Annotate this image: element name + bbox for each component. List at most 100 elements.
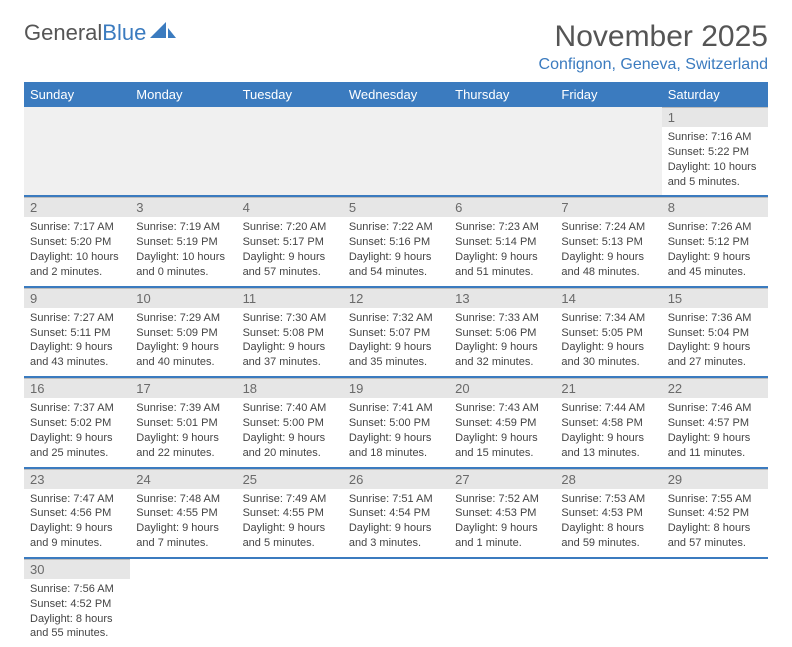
day-content: Sunrise: 7:37 AMSunset: 5:02 PMDaylight:… xyxy=(24,398,130,466)
day-cell: 5Sunrise: 7:22 AMSunset: 5:16 PMDaylight… xyxy=(343,196,449,286)
day-cell: 2Sunrise: 7:17 AMSunset: 5:20 PMDaylight… xyxy=(24,196,130,286)
day-header-wednesday: Wednesday xyxy=(343,82,449,107)
day-cell: 23Sunrise: 7:47 AMSunset: 4:56 PMDayligh… xyxy=(24,468,130,558)
calendar-week: 23Sunrise: 7:47 AMSunset: 4:56 PMDayligh… xyxy=(24,468,768,558)
daylight-text: Daylight: 9 hours and 15 minutes. xyxy=(455,431,549,461)
day-cell: 26Sunrise: 7:51 AMSunset: 4:54 PMDayligh… xyxy=(343,468,449,558)
daylight-text: Daylight: 10 hours and 5 minutes. xyxy=(668,160,762,190)
sunrise-text: Sunrise: 7:39 AM xyxy=(136,401,230,416)
sunset-text: Sunset: 5:06 PM xyxy=(455,326,549,341)
day-cell: 13Sunrise: 7:33 AMSunset: 5:06 PMDayligh… xyxy=(449,287,555,377)
day-cell: 11Sunrise: 7:30 AMSunset: 5:08 PMDayligh… xyxy=(237,287,343,377)
sunrise-text: Sunrise: 7:53 AM xyxy=(561,492,655,507)
day-content: Sunrise: 7:26 AMSunset: 5:12 PMDaylight:… xyxy=(662,217,768,285)
sunset-text: Sunset: 5:04 PM xyxy=(668,326,762,341)
sunset-text: Sunset: 4:58 PM xyxy=(561,416,655,431)
day-content: Sunrise: 7:49 AMSunset: 4:55 PMDaylight:… xyxy=(237,489,343,557)
day-header-friday: Friday xyxy=(555,82,661,107)
empty-cell xyxy=(24,107,130,196)
sunset-text: Sunset: 4:52 PM xyxy=(668,506,762,521)
day-number: 14 xyxy=(555,288,661,308)
daylight-text: Daylight: 9 hours and 13 minutes. xyxy=(561,431,655,461)
sunrise-text: Sunrise: 7:46 AM xyxy=(668,401,762,416)
daylight-text: Daylight: 9 hours and 3 minutes. xyxy=(349,521,443,551)
day-number: 28 xyxy=(555,469,661,489)
month-title: November 2025 xyxy=(539,20,768,54)
sunset-text: Sunset: 5:02 PM xyxy=(30,416,124,431)
day-number: 9 xyxy=(24,288,130,308)
day-content: Sunrise: 7:48 AMSunset: 4:55 PMDaylight:… xyxy=(130,489,236,557)
daylight-text: Daylight: 8 hours and 57 minutes. xyxy=(668,521,762,551)
day-number: 4 xyxy=(237,197,343,217)
sunrise-text: Sunrise: 7:47 AM xyxy=(30,492,124,507)
day-number: 7 xyxy=(555,197,661,217)
day-header-monday: Monday xyxy=(130,82,236,107)
day-number: 3 xyxy=(130,197,236,217)
sunset-text: Sunset: 4:55 PM xyxy=(243,506,337,521)
trailing-empty-cell xyxy=(662,558,768,647)
page-header: GeneralBlue November 2025 Confignon, Gen… xyxy=(24,20,768,74)
day-content: Sunrise: 7:16 AMSunset: 5:22 PMDaylight:… xyxy=(662,127,768,195)
logo: GeneralBlue xyxy=(24,20,176,46)
location-label: Confignon, Geneva, Switzerland xyxy=(539,56,768,74)
day-content: Sunrise: 7:41 AMSunset: 5:00 PMDaylight:… xyxy=(343,398,449,466)
day-cell: 7Sunrise: 7:24 AMSunset: 5:13 PMDaylight… xyxy=(555,196,661,286)
day-content: Sunrise: 7:24 AMSunset: 5:13 PMDaylight:… xyxy=(555,217,661,285)
daylight-text: Daylight: 9 hours and 48 minutes. xyxy=(561,250,655,280)
day-number: 11 xyxy=(237,288,343,308)
sunrise-text: Sunrise: 7:33 AM xyxy=(455,311,549,326)
day-number: 5 xyxy=(343,197,449,217)
daylight-text: Daylight: 9 hours and 7 minutes. xyxy=(136,521,230,551)
day-header-tuesday: Tuesday xyxy=(237,82,343,107)
day-cell: 6Sunrise: 7:23 AMSunset: 5:14 PMDaylight… xyxy=(449,196,555,286)
day-content: Sunrise: 7:44 AMSunset: 4:58 PMDaylight:… xyxy=(555,398,661,466)
daylight-text: Daylight: 9 hours and 25 minutes. xyxy=(30,431,124,461)
logo-text-2: Blue xyxy=(102,20,146,46)
daylight-text: Daylight: 10 hours and 2 minutes. xyxy=(30,250,124,280)
day-content: Sunrise: 7:53 AMSunset: 4:53 PMDaylight:… xyxy=(555,489,661,557)
daylight-text: Daylight: 9 hours and 27 minutes. xyxy=(668,340,762,370)
sunset-text: Sunset: 5:01 PM xyxy=(136,416,230,431)
day-cell: 28Sunrise: 7:53 AMSunset: 4:53 PMDayligh… xyxy=(555,468,661,558)
trailing-empty-cell xyxy=(555,558,661,647)
day-number: 22 xyxy=(662,378,768,398)
day-cell: 8Sunrise: 7:26 AMSunset: 5:12 PMDaylight… xyxy=(662,196,768,286)
daylight-text: Daylight: 9 hours and 20 minutes. xyxy=(243,431,337,461)
day-number: 2 xyxy=(24,197,130,217)
calendar-table: SundayMondayTuesdayWednesdayThursdayFrid… xyxy=(24,82,768,647)
day-cell: 29Sunrise: 7:55 AMSunset: 4:52 PMDayligh… xyxy=(662,468,768,558)
sunset-text: Sunset: 5:11 PM xyxy=(30,326,124,341)
day-number: 6 xyxy=(449,197,555,217)
logo-text-1: General xyxy=(24,20,102,46)
day-cell: 30Sunrise: 7:56 AMSunset: 4:52 PMDayligh… xyxy=(24,558,130,647)
sunrise-text: Sunrise: 7:34 AM xyxy=(561,311,655,326)
daylight-text: Daylight: 9 hours and 37 minutes. xyxy=(243,340,337,370)
sunset-text: Sunset: 4:55 PM xyxy=(136,506,230,521)
day-cell: 25Sunrise: 7:49 AMSunset: 4:55 PMDayligh… xyxy=(237,468,343,558)
calendar-week: 30Sunrise: 7:56 AMSunset: 4:52 PMDayligh… xyxy=(24,558,768,647)
empty-cell xyxy=(343,107,449,196)
empty-cell xyxy=(130,107,236,196)
sunrise-text: Sunrise: 7:26 AM xyxy=(668,220,762,235)
day-content: Sunrise: 7:52 AMSunset: 4:53 PMDaylight:… xyxy=(449,489,555,557)
sunset-text: Sunset: 5:12 PM xyxy=(668,235,762,250)
sunrise-text: Sunrise: 7:23 AM xyxy=(455,220,549,235)
day-number: 26 xyxy=(343,469,449,489)
day-content: Sunrise: 7:36 AMSunset: 5:04 PMDaylight:… xyxy=(662,308,768,376)
sunrise-text: Sunrise: 7:49 AM xyxy=(243,492,337,507)
sunset-text: Sunset: 5:14 PM xyxy=(455,235,549,250)
sunset-text: Sunset: 5:19 PM xyxy=(136,235,230,250)
day-cell: 12Sunrise: 7:32 AMSunset: 5:07 PMDayligh… xyxy=(343,287,449,377)
empty-cell xyxy=(449,107,555,196)
day-number: 15 xyxy=(662,288,768,308)
day-cell: 19Sunrise: 7:41 AMSunset: 5:00 PMDayligh… xyxy=(343,377,449,467)
daylight-text: Daylight: 9 hours and 32 minutes. xyxy=(455,340,549,370)
day-number: 23 xyxy=(24,469,130,489)
daylight-text: Daylight: 9 hours and 40 minutes. xyxy=(136,340,230,370)
sunset-text: Sunset: 5:05 PM xyxy=(561,326,655,341)
sunset-text: Sunset: 5:17 PM xyxy=(243,235,337,250)
sunrise-text: Sunrise: 7:20 AM xyxy=(243,220,337,235)
day-number: 25 xyxy=(237,469,343,489)
sunrise-text: Sunrise: 7:30 AM xyxy=(243,311,337,326)
day-header-thursday: Thursday xyxy=(449,82,555,107)
